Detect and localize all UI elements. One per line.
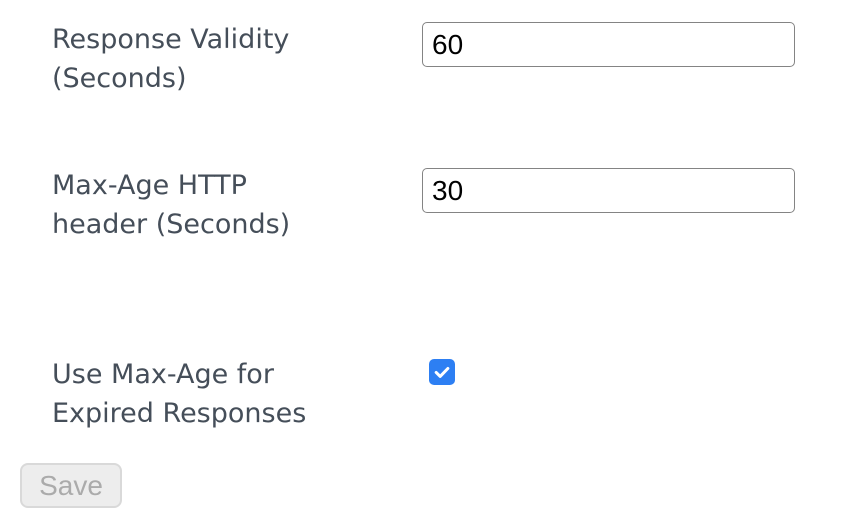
use-max-age-label: Use Max-Age for Expired Responses	[52, 359, 307, 429]
response-validity-label: Response Validity (Seconds)	[52, 24, 290, 94]
use-max-age-checkbox[interactable]	[429, 359, 455, 385]
response-validity-input[interactable]	[422, 22, 795, 67]
form-row-response-validity: Response Validity (Seconds)	[52, 20, 846, 98]
max-age-header-input[interactable]	[422, 168, 795, 213]
save-button[interactable]: Save	[20, 463, 122, 508]
form-row-max-age-header: Max-Age HTTP header (Seconds)	[52, 166, 846, 244]
max-age-header-label: Max-Age HTTP header (Seconds)	[52, 170, 291, 240]
checkmark-icon	[432, 362, 452, 382]
form-row-use-max-age: Use Max-Age for Expired Responses	[52, 355, 846, 433]
